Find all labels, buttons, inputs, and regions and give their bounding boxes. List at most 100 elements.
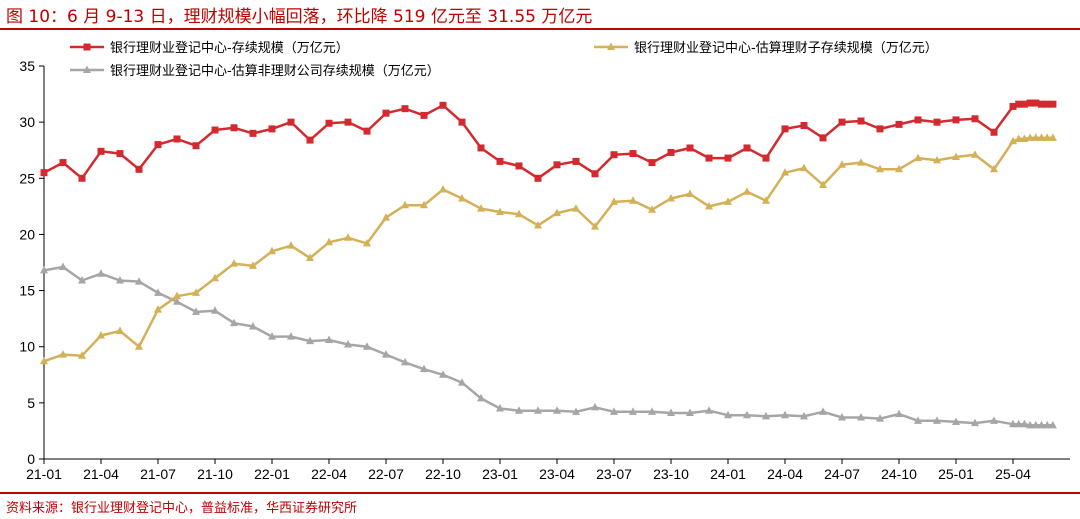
series-1-point [97, 147, 105, 155]
top-divider [0, 28, 1080, 30]
series-2-point [154, 305, 162, 313]
series-1-point [344, 118, 352, 126]
legend-item-1: 银行理财业登记中心-存续规模（万亿元） [70, 41, 349, 56]
x-tick-label: 21-04 [83, 466, 119, 482]
series-3-point [971, 418, 979, 427]
legend-swatch-marker [83, 43, 91, 51]
y-axis: 0 5 10 15 20 25 30 35 [19, 58, 45, 467]
series-1-point [1049, 100, 1057, 108]
series-2-point [629, 196, 637, 204]
series-1-point [648, 159, 656, 167]
series-1-point [420, 111, 428, 119]
series-2-point [1009, 136, 1017, 145]
series-1-point [268, 125, 276, 133]
series-1-point [800, 122, 808, 130]
series-3-point [705, 406, 713, 414]
series-2-point [1020, 134, 1029, 142]
series-1-point [116, 150, 124, 158]
series-3-point [667, 408, 675, 416]
series-3-point [1048, 420, 1057, 429]
series-2-point [990, 164, 998, 173]
series-3-point [819, 407, 827, 415]
figure-title: 图 10：6 月 9-13 日，理财规模小幅回落，环比降 519 亿元至 31.… [6, 7, 593, 27]
series-3-point [496, 403, 504, 412]
series-1-point [135, 165, 143, 173]
series-2-point [648, 205, 656, 213]
y-tick-label: 35 [19, 58, 35, 74]
series-3-point [895, 409, 903, 418]
series-2-point [895, 164, 903, 173]
legend-swatch-marker [83, 65, 91, 73]
legend-label: 银行理财业登记中心-存续规模（万亿元） [110, 41, 349, 56]
series-1 [40, 99, 1057, 182]
series-1-point [78, 174, 86, 182]
series-3-point [629, 407, 637, 415]
series-3-point [781, 410, 789, 419]
series-3-point [534, 406, 542, 414]
x-tick-label: 21-01 [26, 466, 62, 482]
series-2-point [838, 160, 846, 168]
series-3-point [1031, 420, 1040, 429]
series-1-point [1015, 100, 1023, 108]
y-tick-label: 20 [19, 226, 35, 242]
series-1-point [819, 134, 827, 142]
series-3-point [800, 411, 808, 420]
series-1-point [686, 144, 694, 152]
series-1-point [1026, 99, 1034, 107]
series-3-point [420, 364, 428, 373]
series-3-point [458, 378, 466, 386]
series-2-point [876, 164, 884, 173]
series-3-point [1020, 419, 1029, 428]
series-1-point [1009, 102, 1017, 110]
series-1-point [838, 118, 846, 126]
series-2-point [344, 233, 352, 241]
series-3 [40, 262, 1057, 429]
series-1-point [610, 151, 618, 159]
series-1-point [553, 161, 561, 169]
series-3-point [914, 416, 922, 424]
y-tick-label: 10 [19, 339, 35, 355]
series-3-point [78, 275, 86, 284]
series-1-point [1043, 100, 1051, 108]
series-1-point [325, 119, 333, 127]
series-2-point [59, 350, 67, 358]
bottom-divider [0, 492, 1080, 494]
series-2-point [173, 291, 181, 300]
series-3-point [230, 318, 238, 327]
series-2-point [914, 153, 922, 162]
series-3-point [268, 332, 276, 340]
x-tick-label: 23-07 [596, 466, 632, 482]
series-2-point [762, 196, 770, 204]
series-3-point [325, 335, 333, 343]
series-1-point [1032, 99, 1040, 107]
series-1-point [249, 129, 257, 137]
series-2-point [116, 326, 124, 334]
series-1-point [382, 109, 390, 117]
series-1-point [477, 144, 485, 152]
x-axis: 21-01 21-04 21-07 21-10 22-01 22-04 22-07 22-10… [26, 458, 1070, 482]
series-2-point [268, 246, 276, 255]
series-3-point [116, 275, 124, 284]
series-1-point [591, 170, 599, 178]
series-2-point [591, 222, 599, 230]
y-tick-label: 15 [19, 283, 35, 299]
series-2-point [667, 193, 675, 202]
series-2-point [724, 197, 732, 205]
series-2-point [211, 273, 219, 282]
y-tick-label: 5 [27, 395, 35, 411]
series-1-point [952, 116, 960, 124]
y-tick-label: 30 [19, 114, 35, 130]
series-1-point [1020, 100, 1028, 108]
x-tick-label: 21-10 [197, 466, 233, 482]
series-1-point [933, 118, 941, 126]
series-3-point [933, 416, 941, 424]
series-3-point [344, 339, 352, 348]
x-tick-label: 25-01 [938, 466, 974, 482]
series-2-point [1031, 133, 1040, 141]
series-1-point [724, 154, 732, 162]
series-2-point [78, 351, 86, 359]
series-2-point [420, 200, 428, 209]
series-3-point [591, 402, 599, 411]
source-note: 资料来源：银行业理财登记中心，普益标准，华西证券研究所 [6, 501, 358, 516]
series-1-point [40, 169, 48, 177]
